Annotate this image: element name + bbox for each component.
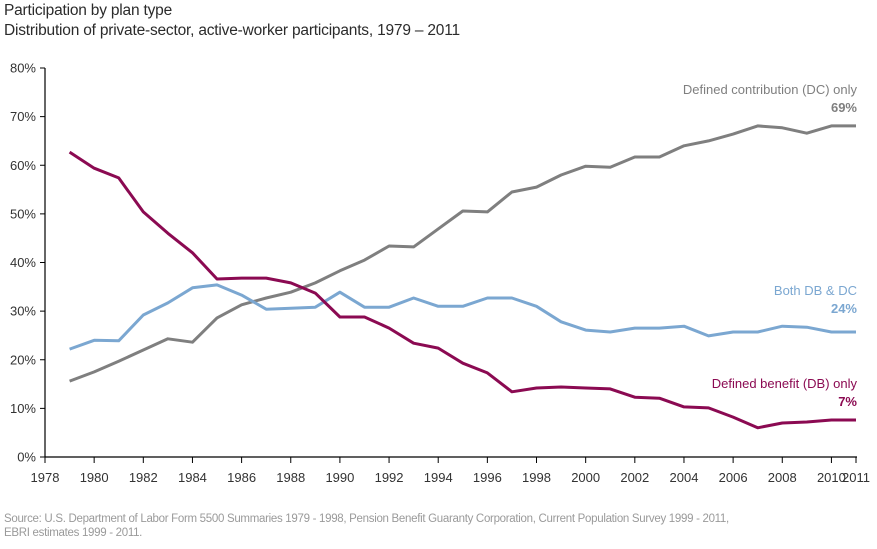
- series-label-both-db-dc: Both DB & DC: [774, 283, 857, 298]
- series-lines: [68, 124, 856, 430]
- x-tick-label: 1998: [522, 470, 551, 485]
- y-tick-label: 30%: [10, 304, 36, 319]
- x-tick-label: 2002: [620, 470, 649, 485]
- y-tick-label: 10%: [10, 401, 36, 416]
- x-tick-label: 1984: [178, 470, 207, 485]
- x-tick-label: 1986: [227, 470, 256, 485]
- series-end-value-both-db-dc: 24%: [831, 301, 857, 316]
- y-tick-label: 0%: [17, 450, 36, 465]
- x-tick-label: 2010: [817, 470, 846, 485]
- series-end-value-defined-contribution-dc-only: 69%: [831, 100, 857, 115]
- y-tick-label: 40%: [10, 255, 36, 270]
- chart-subtitle: Distribution of private-sector, active-w…: [4, 22, 460, 39]
- y-tick-label: 80%: [10, 61, 36, 76]
- x-tick-label: 1988: [276, 470, 305, 485]
- chart-title: Participation by plan type: [4, 2, 172, 19]
- series-label-defined-contribution-dc-only: Defined contribution (DC) only: [683, 82, 858, 97]
- x-tick-label: 1982: [129, 470, 158, 485]
- source-line-2: EBRI estimates 1999 - 2011.: [4, 527, 143, 539]
- series-line-defined-benefit-db-only: [68, 150, 856, 430]
- source-note: Source: U.S. Department of Labor Form 55…: [4, 512, 877, 540]
- y-tick-label: 50%: [10, 206, 36, 221]
- series-line-both-db-dc: [69, 283, 856, 351]
- y-tick-label: 70%: [10, 109, 36, 124]
- x-tick-label: 1980: [80, 470, 109, 485]
- x-tick-label: 1996: [473, 470, 502, 485]
- y-tick-label: 20%: [10, 352, 36, 367]
- series-line-defined-contribution-dc-only: [69, 124, 856, 383]
- series-label-defined-benefit-db-only: Defined benefit (DB) only: [712, 376, 858, 391]
- x-tick-label: 2011: [842, 470, 870, 485]
- axes: 0% 10% 20% 30% 40% 50% 60% 70% 80% 1978 1980 1982 19…: [10, 61, 870, 486]
- x-tick-label: 1990: [325, 470, 354, 485]
- x-tick-label: 1978: [31, 470, 60, 485]
- y-tick-label: 60%: [10, 158, 36, 173]
- x-tick-label: 1992: [375, 470, 404, 485]
- x-tick-label: 2004: [670, 470, 699, 485]
- x-tick-label: 2008: [768, 470, 797, 485]
- series-end-value-defined-benefit-db-only: 7%: [838, 394, 857, 409]
- x-tick-label: 2006: [719, 470, 748, 485]
- x-tick-label: 2000: [571, 470, 600, 485]
- series-labels: Defined contribution (DC) only 69% Both DB…: [683, 82, 858, 409]
- x-tick-label: 1994: [424, 470, 453, 485]
- source-line-1: Source: U.S. Department of Labor Form 55…: [4, 513, 729, 525]
